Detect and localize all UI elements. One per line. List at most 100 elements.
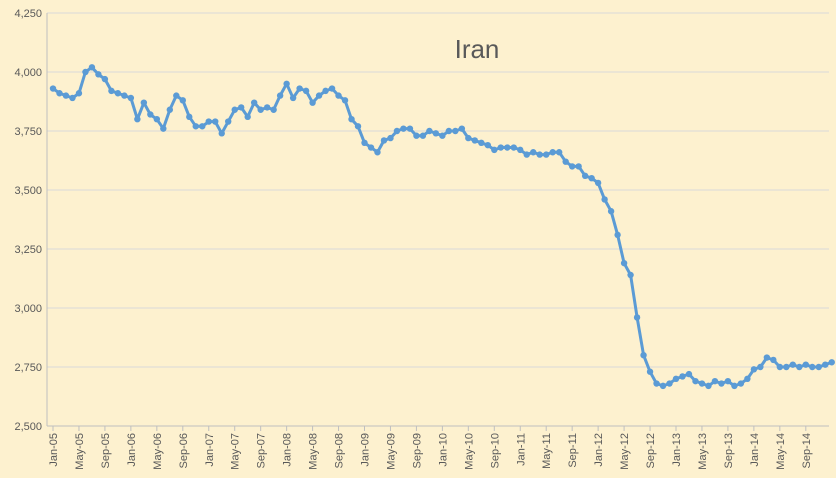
data-point <box>601 196 608 203</box>
data-point <box>640 352 647 359</box>
data-point <box>341 97 349 104</box>
data-point <box>218 130 225 137</box>
data-point <box>471 137 479 144</box>
data-point <box>517 146 524 154</box>
x-tick-label: Jan-11 <box>515 433 527 466</box>
data-point <box>400 125 407 132</box>
data-point <box>244 113 251 121</box>
data-point <box>374 149 381 156</box>
y-tick-label: 3,250 <box>14 244 42 256</box>
y-tick-label: 2,750 <box>14 362 42 374</box>
data-point <box>594 179 602 187</box>
data-point <box>140 99 148 106</box>
data-point <box>212 118 219 125</box>
data-point <box>698 380 706 387</box>
data-point <box>413 132 420 139</box>
data-point <box>354 123 362 130</box>
data-point <box>432 130 440 137</box>
series-iran <box>49 64 835 390</box>
data-point <box>225 118 232 125</box>
y-tick-label: 4,000 <box>14 67 42 79</box>
data-point <box>69 94 76 102</box>
x-axis-tick-labels: Jan-05 May-05 Sep-05 Jan-06 May-06 Sep-06 Jan-… <box>48 433 813 470</box>
data-point <box>763 354 771 361</box>
data-point <box>491 146 498 154</box>
data-point <box>659 382 667 390</box>
data-point <box>555 149 563 156</box>
data-point <box>510 144 517 151</box>
data-point <box>646 368 654 375</box>
axes <box>46 13 829 431</box>
data-point <box>62 92 70 99</box>
data-point <box>380 137 388 144</box>
data-point <box>504 144 511 151</box>
data-point <box>419 132 427 139</box>
x-tick-label: Jan-14 <box>749 433 761 467</box>
y-tick-label: 3,000 <box>14 303 42 315</box>
x-tick-label: Jan-09 <box>360 433 372 467</box>
data-point <box>744 375 751 382</box>
data-point <box>199 123 206 130</box>
x-tick-label: Sep-12 <box>645 433 657 468</box>
data-point <box>134 116 141 123</box>
x-tick-label: Jan-07 <box>204 433 216 467</box>
x-tick-label: May-09 <box>385 433 397 470</box>
x-tick-label: May-08 <box>308 433 320 470</box>
data-point <box>620 259 628 267</box>
x-tick-label: Sep-14 <box>801 433 813 468</box>
data-point <box>127 94 135 102</box>
data-point <box>276 92 284 99</box>
x-tick-label: Sep-05 <box>100 433 112 468</box>
data-point <box>426 127 433 135</box>
data-point <box>828 359 835 366</box>
x-tick-label: May-06 <box>152 433 164 470</box>
data-point <box>568 163 576 170</box>
gridlines <box>47 12 829 427</box>
data-point <box>705 382 712 390</box>
data-point <box>88 64 96 71</box>
data-point <box>192 123 199 130</box>
data-point <box>776 363 784 371</box>
data-point <box>607 208 615 215</box>
data-point <box>614 231 621 239</box>
x-tick-label: Jan-08 <box>282 433 294 467</box>
data-point <box>153 116 161 123</box>
data-point <box>302 87 310 95</box>
data-point <box>296 85 303 92</box>
data-point <box>315 92 323 99</box>
x-tick-label: Jan-05 <box>48 433 60 467</box>
x-tick-label: May-07 <box>230 433 242 470</box>
data-point <box>523 151 530 158</box>
x-tick-label: Sep-10 <box>489 433 501 468</box>
x-tick-label: Sep-13 <box>723 433 735 468</box>
data-point <box>95 71 102 78</box>
data-point <box>452 127 459 135</box>
data-point <box>685 370 693 378</box>
data-point <box>250 99 258 106</box>
data-point <box>367 144 375 151</box>
data-point <box>283 80 290 88</box>
data-point <box>692 377 699 385</box>
x-tick-label: Jan-12 <box>593 433 605 467</box>
x-tick-label: May-13 <box>697 433 709 470</box>
x-tick-label: Jan-13 <box>671 433 683 467</box>
data-point <box>166 106 174 113</box>
data-point <box>393 127 401 135</box>
data-point <box>770 356 777 364</box>
data-point <box>406 125 414 132</box>
data-point <box>445 127 453 135</box>
data-point <box>439 132 446 139</box>
data-point <box>627 271 634 279</box>
x-tick-label: Jan-10 <box>437 433 449 467</box>
data-point <box>75 90 83 97</box>
data-point <box>718 380 725 387</box>
y-axis-tick-labels: 2,500 2,750 3,000 3,250 3,500 3,750 4,000 4,250 <box>14 8 42 433</box>
data-point <box>802 361 809 368</box>
data-point <box>497 144 504 151</box>
data-point <box>270 106 277 113</box>
data-point <box>121 92 128 99</box>
x-tick-label: May-05 <box>74 433 86 470</box>
data-point <box>173 92 180 99</box>
series-line <box>51 65 834 388</box>
